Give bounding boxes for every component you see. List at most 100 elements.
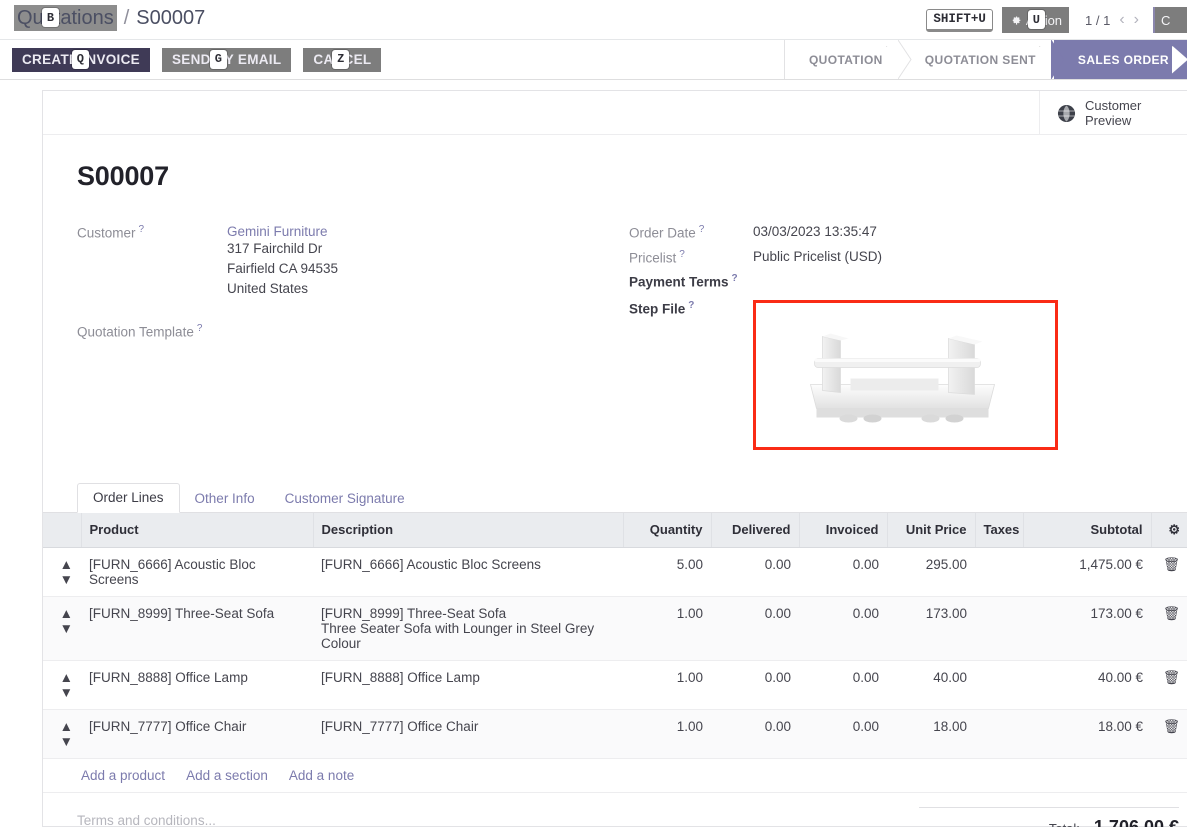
cell-taxes[interactable]: [975, 547, 1023, 597]
cell-delivered[interactable]: 0.00: [711, 596, 799, 661]
header-optional-columns[interactable]: ⚙: [1151, 512, 1187, 548]
cell-description[interactable]: [FURN_8888] Office Lamp: [313, 660, 623, 710]
breadcrumb-current: S00007: [136, 7, 206, 29]
cell-delivered[interactable]: 0.00: [711, 660, 799, 710]
order-lines-table: Product Description Quantity Delivered I…: [43, 512, 1187, 793]
send-by-email-button[interactable]: SEND BY EMAIL G: [161, 47, 292, 72]
tab-order-lines[interactable]: Order Lines: [77, 482, 180, 513]
step-file-preview-box[interactable]: [753, 299, 1058, 450]
shift-modifier-badge: SHIFT+U: [926, 8, 993, 32]
cancel-button[interactable]: CANCEL Z: [303, 47, 382, 72]
drag-handle-icon[interactable]: ▲ ▼: [43, 660, 81, 710]
table-row[interactable]: ▲ ▼ [FURN_8888] Office Lamp [FURN_8888] O…: [43, 660, 1187, 710]
pricelist-label: Pricelist: [629, 250, 677, 265]
quotation-template-help-icon[interactable]: ?: [196, 323, 203, 334]
status-stage-sales-order[interactable]: SALES ORDER: [1053, 40, 1187, 79]
action-menu-button[interactable]: Action U: [1001, 7, 1070, 33]
cell-invoiced[interactable]: 0.00: [799, 547, 887, 597]
breadcrumb-separator: /: [123, 7, 130, 29]
breadcrumb-parent-label: Quotations: [17, 7, 114, 29]
drag-handle-icon[interactable]: ▲ ▼: [43, 596, 81, 661]
cell-invoiced[interactable]: 0.00: [799, 709, 887, 759]
add-a-note-link[interactable]: Add a note: [288, 767, 355, 783]
tab-other-info[interactable]: Other Info: [180, 485, 270, 513]
customer-preview-line1: Customer: [1085, 98, 1142, 113]
action-status-bar: CREATE INVOICE Q SEND BY EMAIL G CANCEL …: [0, 40, 1187, 80]
header-subtotal[interactable]: Subtotal: [1023, 512, 1152, 548]
cell-subtotal: 173.00 €: [1023, 596, 1151, 661]
cell-delivered[interactable]: 0.00: [711, 709, 799, 759]
add-a-section-link[interactable]: Add a section: [186, 767, 268, 783]
cell-taxes[interactable]: [975, 709, 1023, 759]
cell-quantity[interactable]: 1.00: [623, 660, 711, 710]
order-lines-body: ▲ ▼ [FURN_6666] Acoustic Bloc Screens [FU…: [43, 547, 1187, 793]
cell-product[interactable]: [FURN_8999] Three-Seat Sofa: [81, 596, 313, 661]
cell-subtotal: 40.00 €: [1023, 660, 1151, 710]
cell-description[interactable]: [FURN_6666] Acoustic Bloc Screens: [313, 547, 623, 597]
order-date-help-icon[interactable]: ?: [698, 224, 705, 235]
drag-handle-icon[interactable]: ▲ ▼: [43, 709, 81, 759]
cell-product[interactable]: [FURN_7777] Office Chair: [81, 709, 313, 759]
total-label: Total:: [1049, 821, 1080, 827]
trash-icon[interactable]: 🗑: [1151, 709, 1187, 759]
cell-invoiced[interactable]: 0.00: [799, 660, 887, 710]
header-delivered[interactable]: Delivered: [711, 512, 800, 548]
drag-handle-icon[interactable]: ▲ ▼: [43, 547, 81, 597]
cell-unit-price[interactable]: 18.00: [887, 709, 975, 759]
table-row[interactable]: ▲ ▼ [FURN_6666] Acoustic Bloc Screens [FU…: [43, 547, 1187, 597]
tab-order-lines-label: Order Lines: [93, 489, 164, 505]
breadcrumb-parent-link[interactable]: Quotations B: [14, 5, 117, 31]
cell-description[interactable]: [FURN_7777] Office Chair: [313, 709, 623, 759]
header-description[interactable]: Description: [313, 512, 624, 548]
overflow-button[interactable]: C: [1153, 7, 1187, 33]
customer-label: Customer: [77, 225, 136, 241]
trash-icon[interactable]: 🗑: [1151, 660, 1187, 710]
cell-unit-price[interactable]: 295.00: [887, 547, 975, 597]
header-unit-price[interactable]: Unit Price: [887, 512, 976, 548]
customer-label-wrap: Customer?: [77, 224, 227, 241]
table-row[interactable]: ▲ ▼ [FURN_8999] Three-Seat Sofa [FURN_899…: [43, 596, 1187, 661]
chevron-separator-active-icon: [1050, 40, 1065, 79]
table-row[interactable]: ▲ ▼ [FURN_7777] Office Chair [FURN_7777] …: [43, 709, 1187, 759]
cell-quantity[interactable]: 5.00: [623, 547, 711, 597]
cell-description[interactable]: [FURN_8999] Three-Seat Sofa Three Seater…: [313, 596, 623, 661]
customer-help-icon[interactable]: ?: [138, 224, 145, 235]
step-file-help-icon[interactable]: ?: [688, 299, 695, 311]
pager-next-button[interactable]: ›: [1133, 11, 1139, 28]
status-stage-quotation[interactable]: QUOTATION: [783, 40, 912, 79]
trash-icon[interactable]: 🗑: [1151, 596, 1187, 661]
terms-and-conditions-placeholder[interactable]: Terms and conditions...: [77, 812, 216, 827]
header-invoiced[interactable]: Invoiced: [799, 512, 888, 548]
payment-terms-help-icon[interactable]: ?: [731, 273, 738, 284]
cell-delivered[interactable]: 0.00: [711, 547, 799, 597]
cell-product[interactable]: [FURN_6666] Acoustic Bloc Screens: [81, 547, 313, 597]
cell-taxes[interactable]: [975, 660, 1023, 710]
customer-address-line-2: Fairfield CA 94535: [227, 261, 339, 276]
pricelist-value[interactable]: Public Pricelist (USD): [753, 248, 883, 264]
field-payment-terms: Payment Terms?: [629, 273, 1149, 290]
customer-preview-button[interactable]: Customer Preview: [1039, 91, 1187, 135]
header-product[interactable]: Product: [81, 512, 314, 548]
cell-unit-price[interactable]: 40.00: [887, 660, 975, 710]
payment-terms-label: Payment Terms: [629, 274, 729, 290]
add-lines-row: Add a product Add a section Add a note: [43, 758, 1187, 793]
pager-previous-button[interactable]: ‹: [1119, 11, 1125, 28]
cell-quantity[interactable]: 1.00: [623, 596, 711, 661]
customer-name-link[interactable]: Gemini Furniture: [227, 224, 328, 239]
order-date-value[interactable]: 03/03/2023 13:35:47: [753, 224, 877, 239]
field-quotation-template: Quotation Template?: [77, 323, 629, 340]
cell-product[interactable]: [FURN_8888] Office Lamp: [81, 660, 313, 710]
tab-customer-signature[interactable]: Customer Signature: [270, 485, 420, 513]
cell-unit-price[interactable]: 173.00: [887, 596, 975, 661]
cell-quantity[interactable]: 1.00: [623, 709, 711, 759]
trash-icon[interactable]: 🗑: [1151, 547, 1187, 597]
header-taxes[interactable]: Taxes: [975, 512, 1024, 548]
cell-invoiced[interactable]: 0.00: [799, 596, 887, 661]
header-quantity[interactable]: Quantity: [623, 512, 712, 548]
pricelist-help-icon[interactable]: ?: [679, 248, 685, 260]
add-a-product-link[interactable]: Add a product: [81, 767, 166, 783]
field-order-date: Order Date? 03/03/2023 13:35:47: [629, 224, 1149, 241]
create-invoice-button[interactable]: CREATE INVOICE Q: [12, 47, 150, 72]
cell-taxes[interactable]: [975, 596, 1023, 661]
status-stage-quotation-sent[interactable]: QUOTATION SENT: [900, 40, 1065, 79]
